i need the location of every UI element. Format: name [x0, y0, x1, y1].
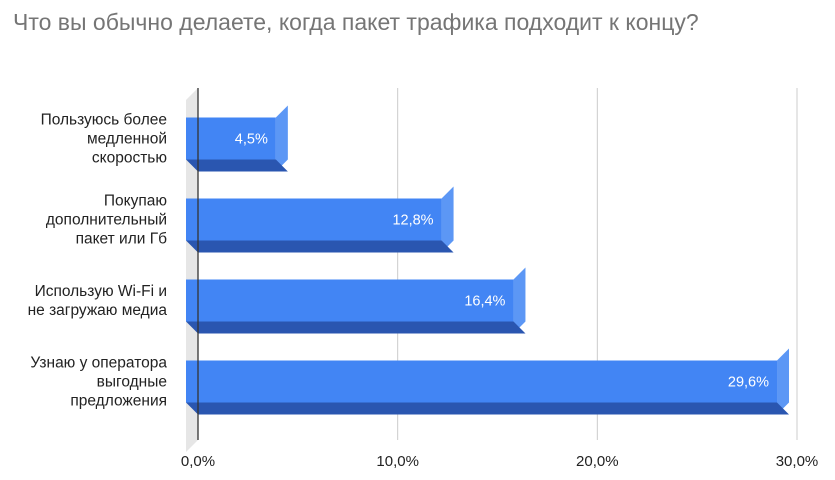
tick-label: 20,0%	[576, 453, 619, 470]
bar-bottom	[186, 159, 288, 172]
category-label-line: Использую Wi-Fi и	[35, 283, 167, 300]
tick-label: 0,0%	[181, 453, 215, 470]
category-label-line: Покупаю	[104, 193, 167, 210]
category-label: Использую Wi-Fi и не загружаю медиа	[28, 283, 168, 319]
bar-side	[275, 105, 288, 172]
chart-title: Что вы обычно делаете, когда пакет трафи…	[13, 9, 699, 35]
category-label-line: дополнительный	[46, 212, 167, 229]
bar-bottom	[186, 240, 454, 253]
bar	[186, 348, 790, 415]
category-label-line: пакет или Гб	[76, 231, 168, 248]
category-label: Пользуюсь более медленной скоростью	[41, 112, 167, 167]
category-label-line: медленной	[87, 131, 167, 148]
tick-label: 30,0%	[776, 453, 819, 470]
bar-front	[186, 279, 514, 322]
bar	[186, 186, 454, 253]
category-label-line: предложения	[70, 393, 167, 410]
bars	[186, 105, 790, 415]
bar-side	[513, 267, 526, 334]
category-label-line: выгодные	[97, 374, 167, 391]
data-label: 4,5%	[235, 132, 268, 148]
data-labels: 4,5% 12,8% 16,4% 29,6%	[235, 132, 769, 391]
bar-front	[186, 198, 442, 241]
tick-labels: 0,0% 10,0% 20,0% 30,0%	[181, 453, 818, 470]
bar-bottom	[186, 321, 526, 334]
bar-front	[186, 360, 778, 403]
data-label: 12,8%	[392, 213, 433, 229]
category-labels: Пользуюсь более медленной скоростью Покупаю…	[28, 112, 168, 410]
bar-side	[441, 186, 454, 253]
category-label-line: Пользуюсь более	[41, 112, 167, 129]
bar-side	[777, 348, 790, 415]
bar-bottom	[186, 402, 790, 415]
bar	[186, 267, 526, 334]
bar-front	[186, 117, 276, 160]
tick-label: 10,0%	[376, 453, 419, 470]
category-label: Узнаю у оператора выгодные предложения	[30, 355, 167, 410]
category-label-line: не загружаю медиа	[28, 302, 168, 319]
category-label-line: скоростью	[92, 150, 167, 167]
data-label: 16,4%	[464, 294, 505, 310]
category-label-line: Узнаю у оператора	[30, 355, 167, 372]
data-label: 29,6%	[728, 375, 769, 391]
category-label: Покупаю дополнительный пакет или Гб	[46, 193, 167, 248]
bar	[186, 105, 288, 172]
